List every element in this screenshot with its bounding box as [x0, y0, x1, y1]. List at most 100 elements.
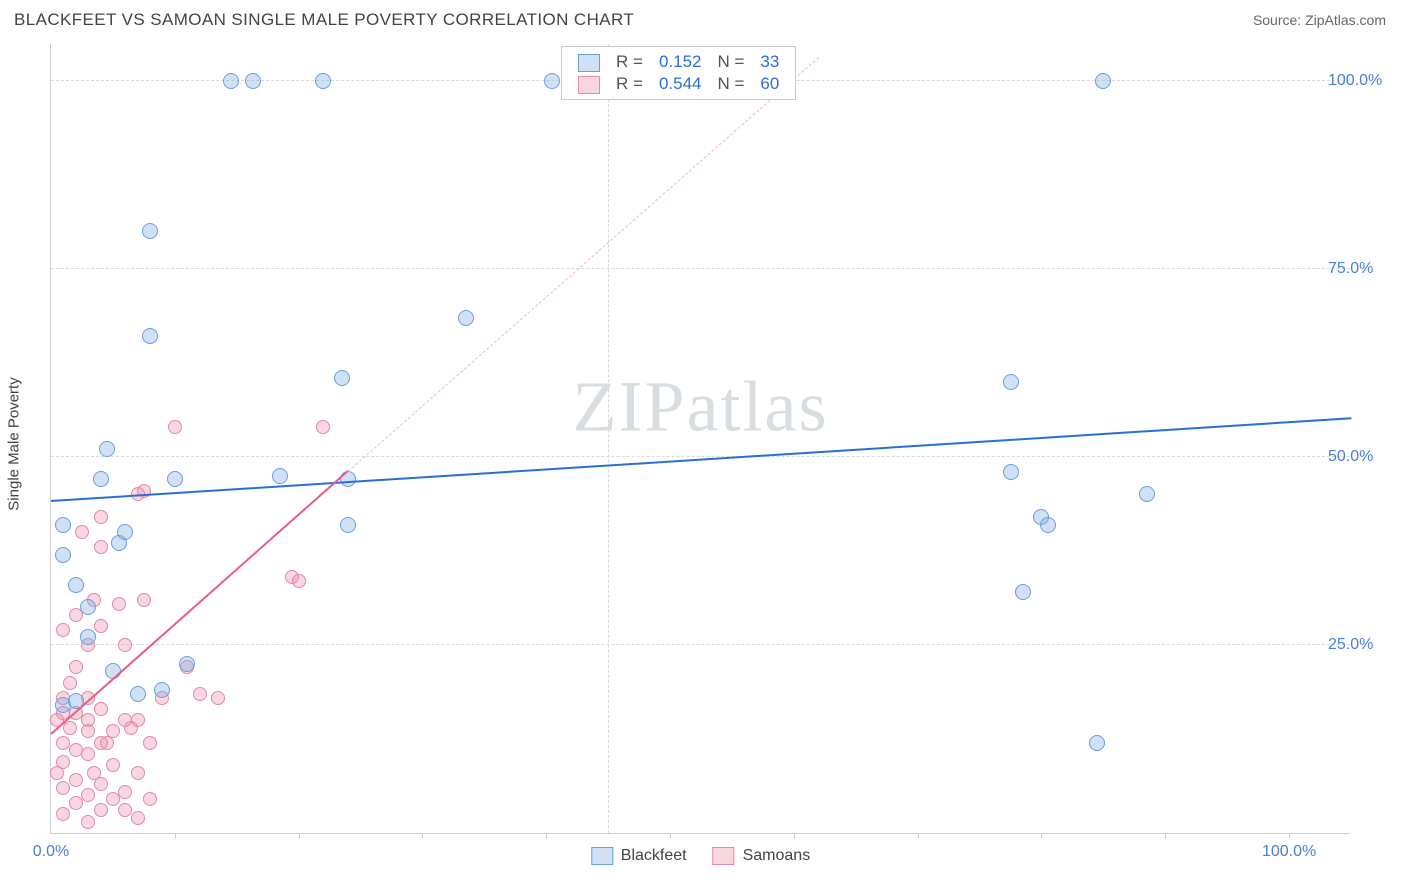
data-point-samoans: [56, 623, 70, 637]
chart-source: Source: ZipAtlas.com: [1253, 12, 1386, 28]
data-point-blackfeet: [315, 73, 331, 89]
chart-title: BLACKFEET VS SAMOAN SINGLE MALE POVERTY …: [14, 10, 634, 30]
legend-swatch: [578, 76, 600, 94]
legend-row: R =0.152N =33: [570, 51, 787, 73]
legend-n-value: 60: [752, 73, 787, 95]
data-point-blackfeet: [1015, 584, 1031, 600]
data-point-blackfeet: [458, 310, 474, 326]
data-point-samoans: [143, 736, 157, 750]
x-tick: [918, 833, 919, 839]
legend-correlation: R =0.152N =33R =0.544N =60: [561, 46, 796, 100]
data-point-blackfeet: [99, 441, 115, 457]
data-point-samoans: [81, 788, 95, 802]
x-tick: [1289, 833, 1290, 839]
data-point-blackfeet: [167, 471, 183, 487]
data-point-samoans: [69, 660, 83, 674]
x-tick: [422, 833, 423, 839]
data-point-samoans: [143, 792, 157, 806]
watermark-p2: atlas: [687, 366, 829, 446]
data-point-blackfeet: [272, 468, 288, 484]
legend-row: R =0.544N =60: [570, 73, 787, 95]
legend-r-value: 0.544: [651, 73, 710, 95]
data-point-samoans: [75, 525, 89, 539]
data-point-samoans: [63, 676, 77, 690]
legend-item: Samoans: [713, 847, 811, 865]
data-point-blackfeet: [130, 686, 146, 702]
data-point-samoans: [193, 687, 207, 701]
data-point-samoans: [124, 721, 138, 735]
data-point-samoans: [316, 420, 330, 434]
y-tick-label: 75.0%: [1328, 260, 1398, 278]
data-point-blackfeet: [1040, 517, 1056, 533]
data-point-samoans: [211, 691, 225, 705]
data-point-samoans: [81, 815, 95, 829]
data-point-samoans: [94, 510, 108, 524]
y-tick-label: 100.0%: [1328, 72, 1398, 90]
x-tick: [670, 833, 671, 839]
data-point-samoans: [292, 574, 306, 588]
data-point-samoans: [69, 773, 83, 787]
gridline-h: [51, 456, 1350, 457]
data-point-samoans: [100, 736, 114, 750]
legend-swatch: [591, 847, 613, 865]
data-point-blackfeet: [1139, 486, 1155, 502]
data-point-blackfeet: [1003, 464, 1019, 480]
watermark: ZIPatlas: [573, 365, 829, 448]
data-point-blackfeet: [245, 73, 261, 89]
y-tick-label: 25.0%: [1328, 636, 1398, 654]
legend-swatch: [713, 847, 735, 865]
data-point-samoans: [94, 803, 108, 817]
data-point-blackfeet: [93, 471, 109, 487]
gridline-h: [51, 268, 1350, 269]
data-point-blackfeet: [334, 370, 350, 386]
data-point-samoans: [118, 638, 132, 652]
data-point-blackfeet: [55, 547, 71, 563]
trend-extrapolation-samoans: [348, 57, 819, 472]
data-point-samoans: [69, 796, 83, 810]
data-point-blackfeet: [179, 656, 195, 672]
data-point-samoans: [50, 766, 64, 780]
x-tick-label: 0.0%: [33, 843, 69, 861]
data-point-blackfeet: [1095, 73, 1111, 89]
legend-series: Blackfeet Samoans: [591, 847, 810, 865]
legend-n-value: 33: [752, 51, 787, 73]
data-point-samoans: [81, 724, 95, 738]
data-point-blackfeet: [1003, 374, 1019, 390]
data-point-samoans: [56, 807, 70, 821]
x-tick: [1165, 833, 1166, 839]
data-point-blackfeet: [117, 524, 133, 540]
legend-table: R =0.152N =33R =0.544N =60: [570, 51, 787, 95]
trend-line-blackfeet: [51, 417, 1351, 502]
data-point-blackfeet: [68, 577, 84, 593]
data-point-samoans: [106, 758, 120, 772]
plot-wrap: Single Male Poverty ZIPatlas R =0.152N =…: [50, 44, 1390, 844]
data-point-samoans: [94, 540, 108, 554]
data-point-blackfeet: [142, 328, 158, 344]
data-point-samoans: [168, 420, 182, 434]
legend-swatch: [578, 54, 600, 72]
data-point-samoans: [94, 619, 108, 633]
legend-n-label: N =: [709, 73, 752, 95]
x-tick: [546, 833, 547, 839]
data-point-blackfeet: [80, 599, 96, 615]
gridline-v: [608, 44, 609, 833]
data-point-blackfeet: [1089, 735, 1105, 751]
legend-r-value: 0.152: [651, 51, 710, 73]
watermark-p1: ZIP: [573, 366, 687, 446]
data-point-samoans: [131, 811, 145, 825]
data-point-blackfeet: [80, 629, 96, 645]
legend-n-label: N =: [709, 51, 752, 73]
data-point-blackfeet: [223, 73, 239, 89]
gridline-h: [51, 644, 1350, 645]
data-point-samoans: [56, 781, 70, 795]
data-point-blackfeet: [340, 517, 356, 533]
y-tick-label: 50.0%: [1328, 448, 1398, 466]
legend-label: Samoans: [743, 847, 811, 865]
data-point-blackfeet: [142, 223, 158, 239]
legend-label: Blackfeet: [621, 847, 687, 865]
data-point-samoans: [94, 777, 108, 791]
data-point-samoans: [112, 597, 126, 611]
y-axis-title: Single Male Poverty: [6, 377, 23, 510]
data-point-blackfeet: [544, 73, 560, 89]
data-point-samoans: [106, 792, 120, 806]
